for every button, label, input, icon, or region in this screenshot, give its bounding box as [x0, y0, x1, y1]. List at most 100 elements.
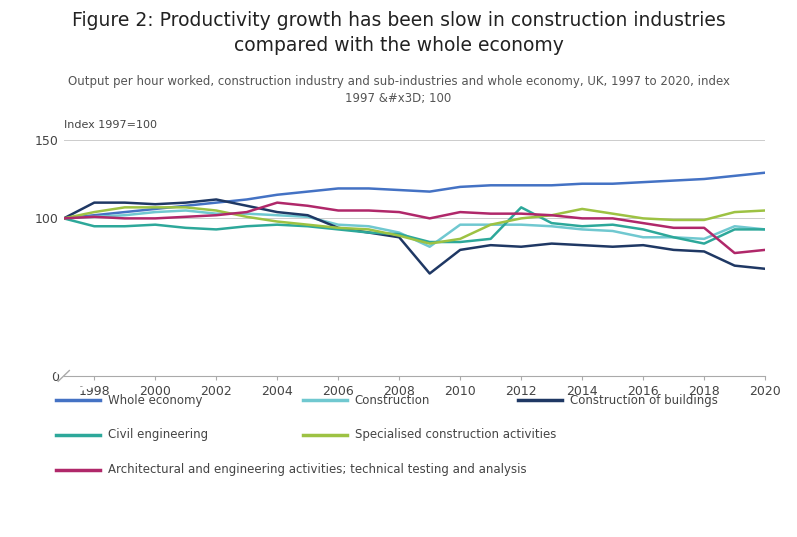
Specialised construction activities [364, 226, 374, 233]
Architectural and engineering activities; technical testing and analysis [638, 220, 648, 226]
Specialised construction activities [59, 215, 69, 222]
Civil engineering [364, 229, 374, 236]
Construction of buildings [242, 202, 252, 209]
Construction [730, 223, 740, 229]
Whole economy [577, 180, 587, 187]
Specialised construction activities [181, 204, 190, 211]
Architectural and engineering activities; technical testing and analysis [395, 209, 404, 215]
Civil engineering [181, 224, 190, 231]
Civil engineering [577, 223, 587, 229]
Construction [516, 221, 526, 228]
Civil engineering [638, 226, 648, 233]
Construction of buildings [486, 242, 496, 249]
Construction of buildings [608, 243, 618, 250]
Construction of buildings [516, 243, 526, 250]
Construction of buildings [669, 246, 678, 253]
Construction of buildings [547, 241, 556, 247]
Construction [638, 234, 648, 241]
Construction [120, 212, 130, 219]
Architectural and engineering activities; technical testing and analysis [211, 212, 221, 219]
Construction [486, 221, 496, 228]
Whole economy [730, 172, 740, 179]
Whole economy [120, 209, 130, 215]
Construction of buildings [638, 242, 648, 249]
Construction [181, 207, 190, 214]
Specialised construction activities [760, 207, 770, 214]
Specialised construction activities [547, 212, 556, 219]
Architectural and engineering activities; technical testing and analysis [516, 211, 526, 217]
Civil engineering [730, 226, 740, 233]
Text: Whole economy: Whole economy [108, 394, 202, 407]
Construction [395, 229, 404, 236]
Specialised construction activities [486, 221, 496, 228]
Architectural and engineering activities; technical testing and analysis [455, 209, 465, 215]
Construction [89, 214, 99, 220]
Specialised construction activities [577, 206, 587, 212]
Text: Figure 2: Productivity growth has been slow in construction industries
compared : Figure 2: Productivity growth has been s… [72, 11, 725, 55]
Construction of buildings [760, 266, 770, 272]
Whole economy [547, 182, 556, 188]
Civil engineering [333, 226, 343, 233]
Text: Output per hour worked, construction industry and sub-industries and whole econo: Output per hour worked, construction ind… [68, 75, 729, 105]
Construction [760, 226, 770, 233]
Construction of buildings [699, 248, 709, 255]
Architectural and engineering activities; technical testing and analysis [181, 214, 190, 220]
Specialised construction activities [425, 241, 434, 247]
Construction of buildings [395, 234, 404, 241]
Construction [303, 214, 312, 220]
Architectural and engineering activities; technical testing and analysis [486, 211, 496, 217]
Architectural and engineering activities; technical testing and analysis [669, 224, 678, 231]
Construction [425, 243, 434, 250]
Architectural and engineering activities; technical testing and analysis [333, 207, 343, 214]
Line: Construction: Construction [64, 211, 765, 246]
Civil engineering [425, 239, 434, 245]
Construction [333, 221, 343, 228]
Construction of buildings [211, 196, 221, 202]
Whole economy [89, 212, 99, 219]
Construction of buildings [730, 263, 740, 269]
Construction [455, 221, 465, 228]
Line: Civil engineering: Civil engineering [64, 207, 765, 244]
Specialised construction activities [303, 221, 312, 228]
Construction of buildings [303, 212, 312, 219]
Text: Civil engineering: Civil engineering [108, 429, 208, 441]
Civil engineering [120, 223, 130, 229]
Specialised construction activities [211, 207, 221, 214]
Construction [273, 212, 282, 219]
Text: Index 1997=100: Index 1997=100 [64, 120, 157, 130]
Whole economy [455, 184, 465, 190]
Architectural and engineering activities; technical testing and analysis [242, 209, 252, 215]
Text: Specialised construction activities: Specialised construction activities [355, 429, 556, 441]
Architectural and engineering activities; technical testing and analysis [547, 212, 556, 219]
Civil engineering [608, 221, 618, 228]
Architectural and engineering activities; technical testing and analysis [699, 224, 709, 231]
Whole economy [181, 202, 190, 209]
Construction of buildings [89, 199, 99, 206]
Civil engineering [455, 239, 465, 245]
Civil engineering [547, 220, 556, 226]
Whole economy [395, 187, 404, 193]
Whole economy [59, 215, 69, 222]
Civil engineering [151, 221, 160, 228]
Construction [608, 228, 618, 234]
Whole economy [211, 199, 221, 206]
Specialised construction activities [151, 204, 160, 211]
Whole economy [242, 196, 252, 202]
Architectural and engineering activities; technical testing and analysis [364, 207, 374, 214]
Whole economy [486, 182, 496, 188]
Construction [577, 226, 587, 233]
Construction of buildings [59, 215, 69, 222]
Architectural and engineering activities; technical testing and analysis [89, 214, 99, 220]
Whole economy [364, 185, 374, 192]
Specialised construction activities [608, 211, 618, 217]
Whole economy [516, 182, 526, 188]
Construction of buildings [455, 246, 465, 253]
Construction of buildings [273, 209, 282, 215]
Whole economy [699, 176, 709, 182]
Construction [699, 236, 709, 242]
Construction [669, 234, 678, 241]
Civil engineering [273, 221, 282, 228]
Specialised construction activities [120, 204, 130, 211]
Specialised construction activities [273, 219, 282, 225]
Construction [242, 211, 252, 217]
